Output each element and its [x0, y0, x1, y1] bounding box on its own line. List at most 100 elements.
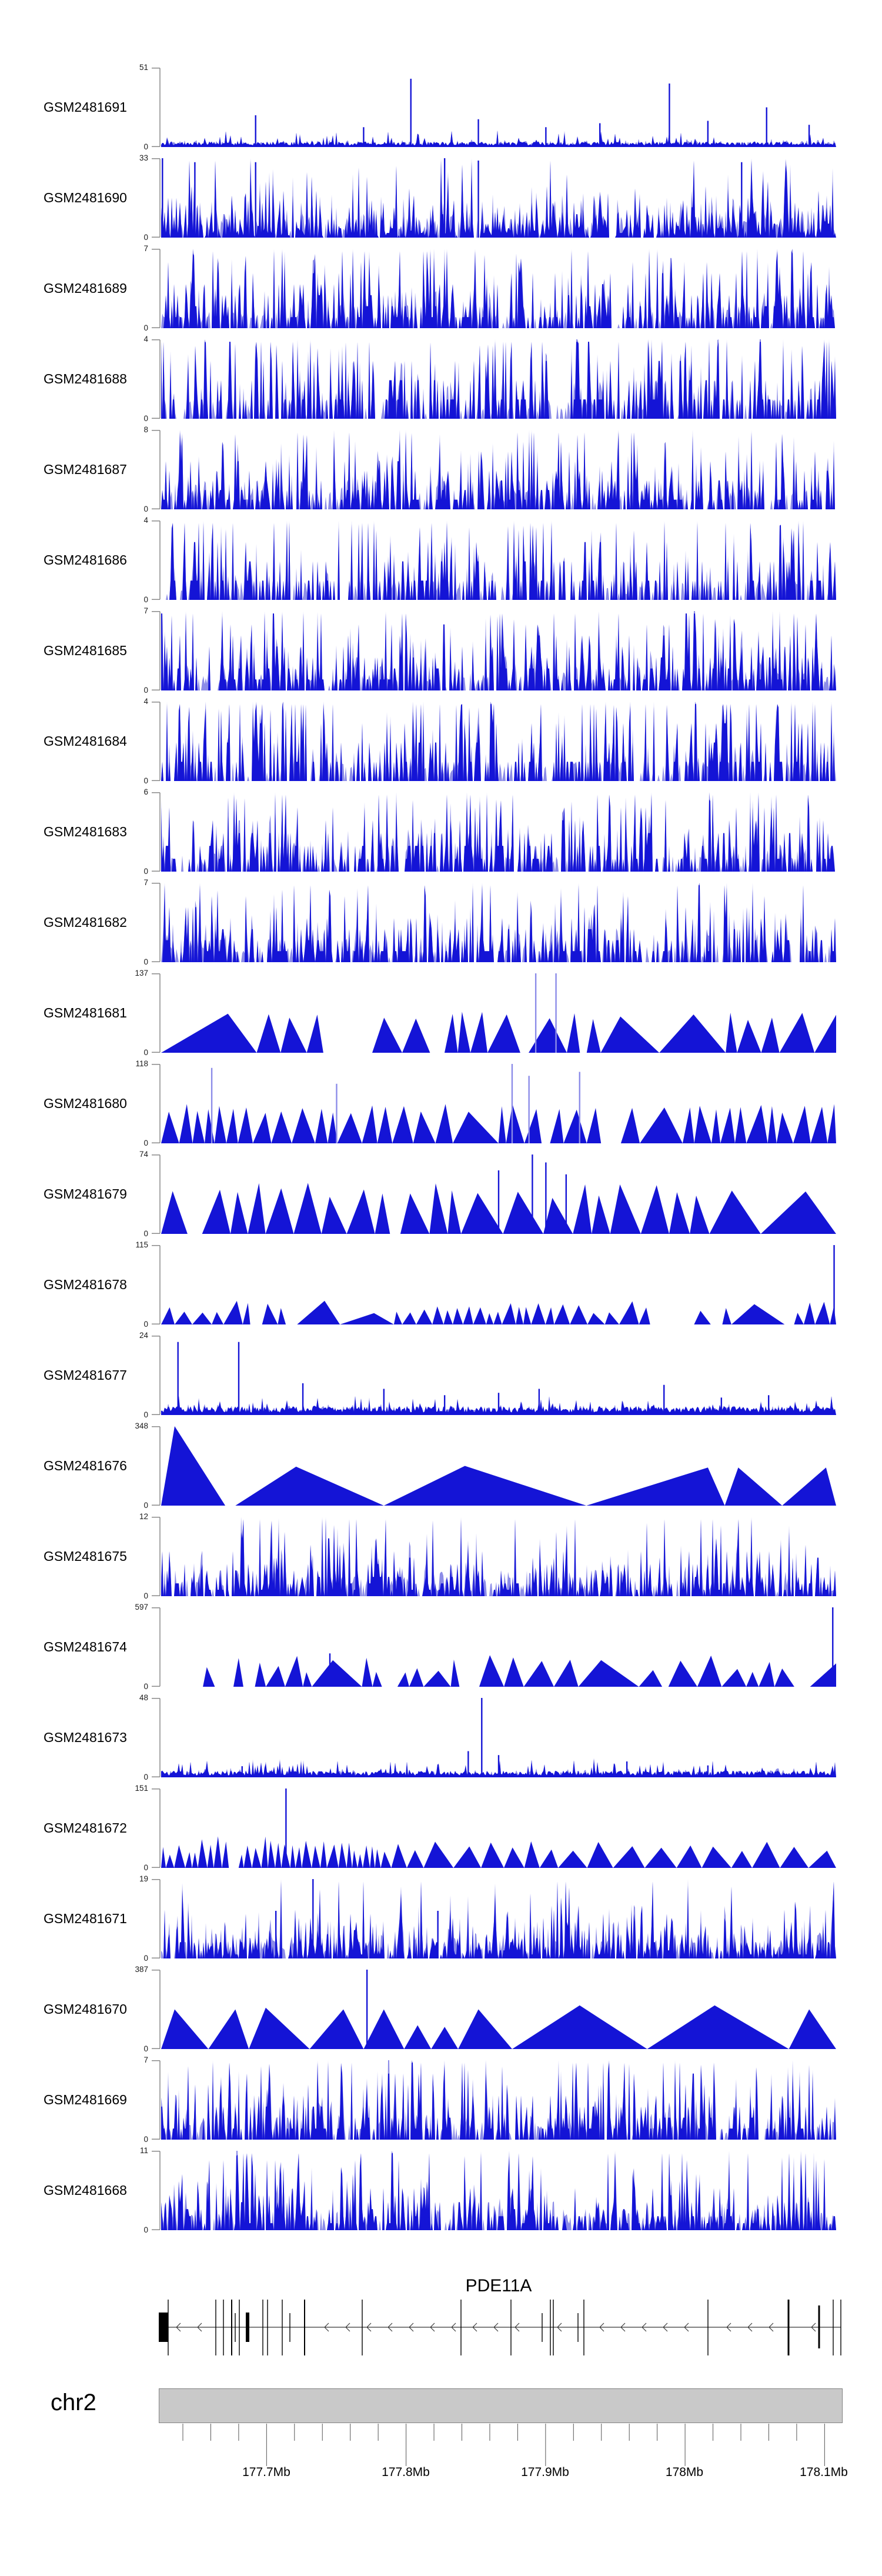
- gene-model-track: [159, 2300, 841, 2355]
- yaxis-max-label: 74: [139, 1150, 148, 1159]
- yaxis-max-label: 118: [135, 1059, 148, 1068]
- track-label: GSM2481675: [44, 1548, 127, 1564]
- track-row-GSM2481689: GSM2481689 7 0: [0, 245, 882, 332]
- track-row-GSM2481690: GSM2481690 33 0: [0, 154, 882, 242]
- yaxis-max-label: 24: [139, 1331, 148, 1340]
- track-row-GSM2481686: GSM2481686 4 0: [0, 516, 882, 604]
- strand-arrow-left-icon: [557, 2323, 562, 2332]
- yaxis-zero-label: 0: [143, 1229, 148, 1238]
- track-signal: [161, 1342, 836, 1415]
- track-signal: [161, 792, 836, 872]
- yaxis-zero-label: 0: [143, 957, 148, 966]
- yaxis-zero-label: 0: [143, 595, 148, 604]
- track-label: GSM2481676: [44, 1457, 127, 1473]
- yaxis-zero-label: 0: [143, 1048, 148, 1057]
- track-plot-GSM2481687: [152, 430, 836, 509]
- yaxis-max-label: 7: [143, 2056, 148, 2064]
- track-plot-GSM2481684: [152, 702, 836, 781]
- track-signal: [161, 2151, 836, 2230]
- track-plot-GSM2481683: [152, 792, 836, 872]
- track-signal: [161, 1064, 836, 1143]
- yaxis-max-label: 4: [143, 516, 148, 525]
- yaxis-zero-label: 0: [143, 1410, 148, 1419]
- track-plot-GSM2481680: [152, 1064, 836, 1143]
- yaxis-max-label: 7: [143, 878, 148, 887]
- track-signal: [161, 339, 836, 419]
- track-signal: [161, 883, 836, 962]
- yaxis-zero-label: 0: [143, 1954, 148, 1963]
- track-plot-GSM2481691: [152, 68, 836, 147]
- yaxis-max-label: 48: [139, 1693, 148, 1702]
- track-signal: [161, 1245, 836, 1324]
- strand-arrow-left-icon: [176, 2323, 181, 2332]
- yaxis-max-label: 151: [135, 1784, 148, 1793]
- track-row-GSM2481691: GSM2481691 51 0: [0, 64, 882, 151]
- track-signal: [161, 1154, 836, 1234]
- track-row-GSM2481680: GSM2481680 118 0: [0, 1060, 882, 1147]
- track-plot-GSM2481670: [152, 1970, 836, 2049]
- strand-arrow-left-icon: [684, 2323, 689, 2332]
- strand-arrow-left-icon: [620, 2323, 626, 2332]
- track-label: GSM2481673: [44, 1729, 127, 1745]
- yaxis-max-label: 6: [143, 788, 148, 796]
- yaxis-max-label: 7: [143, 244, 148, 253]
- track-label: GSM2481674: [44, 1639, 127, 1654]
- track-row-GSM2481683: GSM2481683 6 0: [0, 788, 882, 876]
- track-label: GSM2481670: [44, 2001, 127, 2017]
- yaxis-zero-label: 0: [143, 776, 148, 785]
- track-label: GSM2481682: [44, 914, 127, 930]
- track-row-GSM2481685: GSM2481685 7 0: [0, 607, 882, 695]
- track-signal: [161, 1607, 836, 1687]
- track-row-GSM2481670: GSM2481670 387 0: [0, 1966, 882, 2053]
- track-plot-GSM2481675: [152, 1517, 836, 1596]
- track-label: GSM2481680: [44, 1095, 127, 1111]
- track-label: GSM2481685: [44, 642, 127, 658]
- track-row-GSM2481678: GSM2481678 115 0: [0, 1241, 882, 1329]
- track-signal: [161, 1426, 836, 1506]
- track-signal: [161, 1879, 836, 1958]
- track-row-GSM2481671: GSM2481671 19 0: [0, 1875, 882, 1963]
- track-signal: [161, 611, 836, 690]
- yaxis-zero-label: 0: [143, 2044, 148, 2053]
- yaxis-max-label: 51: [139, 63, 148, 72]
- track-plot-GSM2481690: [152, 158, 836, 238]
- track-label: GSM2481671: [44, 1910, 127, 1926]
- track-row-GSM2481688: GSM2481688 4 0: [0, 335, 882, 423]
- track-signal: [161, 158, 836, 238]
- genome-axis-ticks: [182, 2424, 825, 2466]
- yaxis-max-label: 115: [135, 1240, 148, 1249]
- yaxis-max-label: 12: [139, 1512, 148, 1521]
- axis-tick-label: 177.9Mb: [521, 2465, 569, 2479]
- track-plot-GSM2481689: [152, 249, 836, 328]
- yaxis-zero-label: 0: [143, 686, 148, 695]
- yaxis-zero-label: 0: [143, 142, 148, 151]
- track-label: GSM2481686: [44, 552, 127, 568]
- yaxis-max-label: 597: [135, 1603, 148, 1611]
- track-row-GSM2481681: GSM2481681 137 0: [0, 969, 882, 1057]
- strand-arrow-left-icon: [663, 2323, 668, 2332]
- yaxis-zero-label: 0: [143, 2225, 148, 2234]
- track-label: GSM2481688: [44, 371, 127, 386]
- track-label: GSM2481690: [44, 189, 127, 205]
- track-label: GSM2481678: [44, 1276, 127, 1292]
- track-signal: [161, 249, 836, 328]
- yaxis-max-label: 4: [143, 335, 148, 343]
- track-label: GSM2481689: [44, 280, 127, 296]
- track-plot-GSM2481668: [152, 2151, 836, 2230]
- axis-tick-label: 178Mb: [665, 2465, 704, 2479]
- track-plot-GSM2481678: [152, 1245, 836, 1324]
- track-row-GSM2481675: GSM2481675 12 0: [0, 1513, 882, 1600]
- track-label: GSM2481687: [44, 461, 127, 477]
- yaxis-zero-label: 0: [143, 1863, 148, 1872]
- track-signal: [161, 1698, 836, 1777]
- track-plot-GSM2481674: [152, 1607, 836, 1687]
- track-row-GSM2481668: GSM2481668 11 0: [0, 2147, 882, 2234]
- yaxis-zero-label: 0: [143, 505, 148, 513]
- yaxis-max-label: 137: [135, 969, 148, 977]
- track-row-GSM2481677: GSM2481677 24 0: [0, 1332, 882, 1419]
- track-signal: [161, 430, 836, 509]
- track-row-GSM2481673: GSM2481673 48 0: [0, 1694, 882, 1781]
- yaxis-zero-label: 0: [143, 323, 148, 332]
- track-label: GSM2481691: [44, 99, 127, 115]
- strand-arrow-left-icon: [514, 2323, 520, 2332]
